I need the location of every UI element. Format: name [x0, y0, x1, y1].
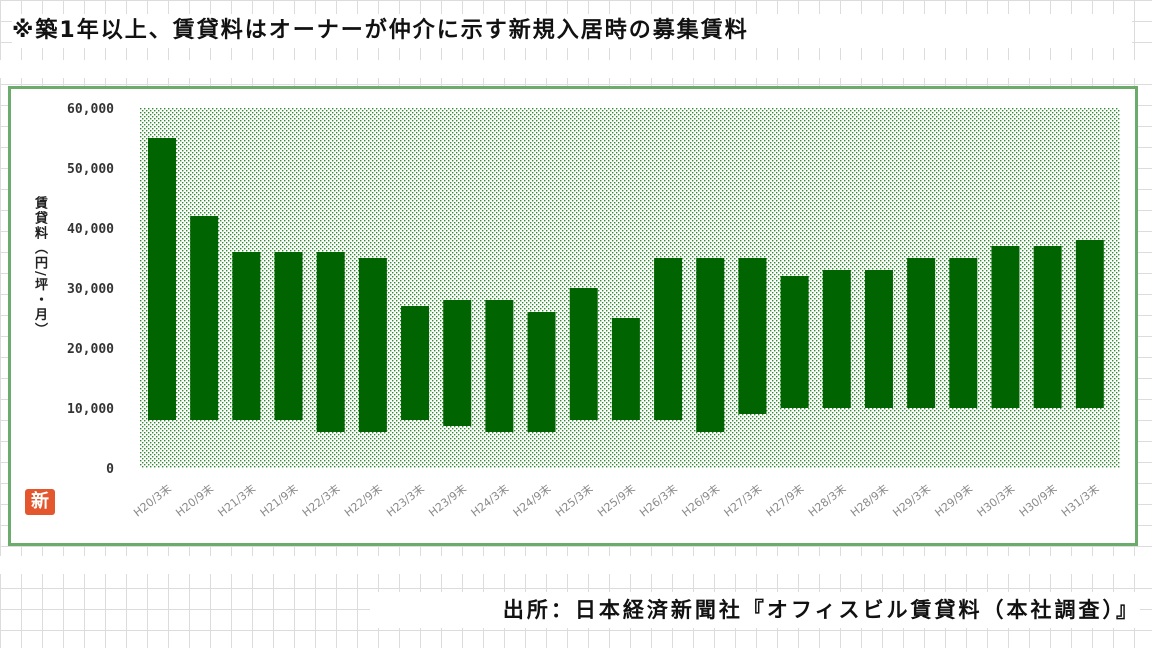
x-tick-label: H26/3末 [637, 481, 680, 519]
x-tick-label: H29/3末 [890, 481, 933, 519]
y-tick-label: 40,000 [67, 222, 114, 237]
header-note: ※築1年以上、賃貸料はオーナーが仲介に示す新規入居時の募集賃料 [12, 14, 1132, 48]
bar-7 [443, 300, 472, 426]
bar-6 [401, 306, 430, 420]
bar-1 [190, 216, 219, 420]
x-tick-label: H21/3末 [215, 481, 258, 519]
divider-band [0, 60, 1152, 78]
x-tick-label: H22/9末 [341, 481, 384, 519]
bar-10 [569, 288, 598, 420]
bar-20 [991, 246, 1020, 408]
divider-band [0, 556, 1152, 574]
bar-2 [232, 252, 261, 420]
y-tick-label: 20,000 [67, 342, 114, 357]
x-tick-label: H20/9末 [173, 481, 216, 519]
x-tick-label: H26/9末 [679, 481, 722, 519]
y-axis-label: 賃貸料（円/坪・月） [32, 196, 47, 338]
x-tick-label: H24/3末 [468, 481, 511, 519]
bar-12 [654, 258, 683, 420]
y-tick-label: 50,000 [67, 162, 114, 177]
x-tick-label: H20/3末 [131, 481, 174, 519]
y-tick-label: 30,000 [67, 282, 114, 297]
bar-13 [696, 258, 725, 432]
x-tick-label: H23/9末 [426, 481, 469, 519]
x-tick-label: H24/9末 [510, 481, 553, 519]
bar-11 [611, 318, 640, 420]
x-tick-label: H30/3末 [974, 481, 1017, 519]
bar-18 [907, 258, 936, 408]
bar-22 [1075, 240, 1104, 408]
bar-9 [527, 312, 556, 432]
bar-5 [358, 258, 387, 432]
bar-16 [822, 270, 851, 408]
y-tick-label: 10,000 [67, 402, 114, 417]
bar-14 [738, 258, 767, 414]
x-tick-label: H28/3末 [805, 481, 848, 519]
x-tick-label: H27/3末 [721, 481, 764, 519]
x-tick-label: H29/9末 [932, 481, 975, 519]
y-tick-label: 0 [106, 462, 114, 477]
x-tick-label: H30/9末 [1016, 481, 1059, 519]
bar-4 [316, 252, 345, 432]
bar-15 [780, 276, 809, 408]
source-note: 出所：日本経済新聞社『オフィスビル賃貸料（本社調査）』 [370, 592, 1140, 628]
bar-8 [485, 300, 514, 432]
x-tick-label: H28/9末 [848, 481, 891, 519]
new-badge-icon: 新 [25, 489, 55, 515]
bar-17 [864, 270, 893, 408]
x-tick-label: H31/3末 [1058, 481, 1101, 519]
bar-21 [1033, 246, 1062, 408]
x-tick-label: H25/3末 [552, 481, 595, 519]
bar-19 [949, 258, 978, 408]
x-tick-label: H22/3末 [299, 481, 342, 519]
x-tick-label: H21/9末 [257, 481, 300, 519]
x-tick-label: H27/9末 [763, 481, 806, 519]
y-tick-label: 60,000 [67, 102, 114, 117]
bar-0 [148, 138, 176, 420]
bar-3 [274, 252, 303, 420]
x-tick-label: H25/9末 [594, 481, 637, 519]
x-tick-label: H23/3末 [384, 481, 427, 519]
